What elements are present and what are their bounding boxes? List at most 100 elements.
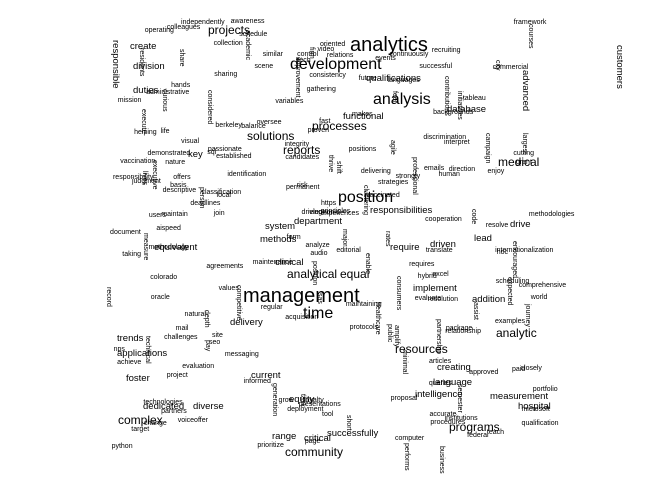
word-cloud-word: functional <box>343 111 384 122</box>
word-cloud-word: oriented <box>319 40 346 48</box>
word-cloud-word: established <box>216 153 252 161</box>
word-cloud-word: offers <box>173 174 191 182</box>
word-cloud-word: candidates <box>285 153 320 161</box>
word-cloud-word: contributions <box>442 76 450 116</box>
word-cloud-word: lead <box>474 233 492 244</box>
word-cloud-word: intelligence <box>415 389 463 400</box>
word-cloud-word: paid <box>512 366 526 374</box>
word-cloud-word: integrity <box>284 141 310 149</box>
word-cloud-word: shift <box>335 161 343 175</box>
word-cloud-word: excel <box>432 270 449 278</box>
word-cloud-word: clinical <box>275 257 304 268</box>
word-cloud-word: current <box>251 370 281 381</box>
word-cloud-word: backgrounds <box>433 108 474 116</box>
word-cloud-word: resolve <box>485 222 509 230</box>
word-cloud-word: fast <box>319 117 331 125</box>
word-cloud-word: time <box>303 305 334 322</box>
word-cloud-word: analysis <box>373 91 431 108</box>
word-cloud-word: range <box>272 431 297 442</box>
word-cloud-word: seo <box>208 339 221 347</box>
word-cloud-word: courses <box>527 24 535 49</box>
word-cloud-word: code <box>470 209 478 225</box>
word-cloud-word: encouraged <box>510 241 518 279</box>
word-cloud-word: comprehensive <box>518 282 567 290</box>
word-cloud-word: agreements <box>206 263 244 271</box>
word-cloud-word: protocols <box>349 324 378 332</box>
word-cloud-word: electronic <box>309 209 340 217</box>
word-cloud-word: agile <box>388 139 396 155</box>
word-cloud-word: identification <box>227 171 267 179</box>
word-cloud-word: local <box>216 192 231 200</box>
word-cloud-word: page <box>304 437 321 445</box>
word-cloud-word: nature <box>165 159 186 167</box>
word-cloud-word: awareness <box>230 18 265 25</box>
word-cloud-word: world <box>530 293 548 301</box>
word-cloud-word: consumers <box>394 276 402 311</box>
word-cloud-word: qualification <box>521 420 559 428</box>
word-cloud-word: executive <box>150 160 158 190</box>
word-cloud-word: scene <box>254 63 274 71</box>
word-cloud-word: key <box>188 149 203 160</box>
word-cloud-word: development <box>290 56 382 73</box>
word-cloud-word: aispeed <box>156 225 181 233</box>
word-cloud-word: gathering <box>306 85 336 93</box>
word-cloud-word: join <box>213 210 225 218</box>
word-cloud-word: descriptive <box>162 187 197 195</box>
word-cloud-word: firm <box>308 46 316 59</box>
word-cloud-word: rates <box>383 231 391 247</box>
word-cloud-word: city <box>493 59 501 71</box>
word-cloud-word: python <box>111 442 133 450</box>
word-cloud-word: demonstrated <box>147 150 191 158</box>
word-cloud-word: similar <box>262 51 283 59</box>
word-cloud-word: berkeley <box>215 122 242 130</box>
word-cloud-word: grant <box>515 159 532 167</box>
word-cloud-word: partnership <box>434 318 442 354</box>
word-cloud-word: analytical <box>287 267 338 281</box>
word-cloud-word: colleagues <box>166 23 201 31</box>
word-cloud-word: approved <box>469 368 499 376</box>
word-cloud-word: experiences <box>321 210 359 218</box>
word-cloud-word: independently <box>181 19 225 27</box>
word-cloud-word: taking <box>122 250 141 258</box>
word-cloud-word: risk <box>296 181 308 189</box>
word-cloud-word: equity <box>289 394 315 405</box>
word-cloud-word: delivery <box>230 317 263 328</box>
word-cloud-word: academic <box>243 29 251 60</box>
word-cloud-word: site <box>212 331 223 339</box>
word-cloud-word: makes <box>351 111 373 119</box>
word-cloud-word: tech <box>297 56 311 64</box>
word-cloud-word: maintaining <box>345 301 382 309</box>
word-cloud-word: campaign <box>483 132 491 164</box>
word-cloud-word: closely <box>520 364 542 372</box>
word-cloud-word: solutions <box>247 129 295 143</box>
word-cloud-word: direction <box>448 166 476 174</box>
word-cloud-word: responsible <box>110 40 121 89</box>
word-cloud-word: community <box>285 445 344 459</box>
word-cloud-word: successful <box>419 62 453 70</box>
word-cloud-word: computer <box>394 434 425 442</box>
word-cloud-word: division <box>133 61 165 72</box>
word-cloud-word: equal <box>340 267 370 281</box>
word-cloud-word: vaccination <box>120 158 156 166</box>
word-cloud-word: emails <box>424 164 445 172</box>
word-cloud-word: addition <box>472 294 506 305</box>
word-cloud-word: methodology <box>148 243 189 251</box>
word-cloud-word: complex <box>118 413 163 427</box>
word-cloud-word: technical <box>143 336 151 364</box>
word-cloud-word: loyalty <box>303 396 324 404</box>
word-cloud-word: equivalent <box>154 242 198 253</box>
word-cloud-word: methodologies <box>528 211 575 219</box>
word-cloud-word: programs <box>449 420 500 434</box>
word-cloud-word: position <box>338 189 394 206</box>
word-cloud-word: languages <box>387 77 420 85</box>
word-cloud-word: accurate <box>429 411 457 419</box>
word-cloud-word: cooperation <box>425 216 462 223</box>
word-cloud-word: public <box>385 323 393 343</box>
word-cloud-word: microsoft <box>521 405 550 413</box>
word-cloud-word: users <box>148 212 167 220</box>
word-cloud-word: responsibility <box>112 174 154 182</box>
word-cloud-word: informed <box>243 377 271 385</box>
word-cloud-word: judgment <box>131 178 161 186</box>
word-cloud-word: maintain <box>161 210 188 218</box>
